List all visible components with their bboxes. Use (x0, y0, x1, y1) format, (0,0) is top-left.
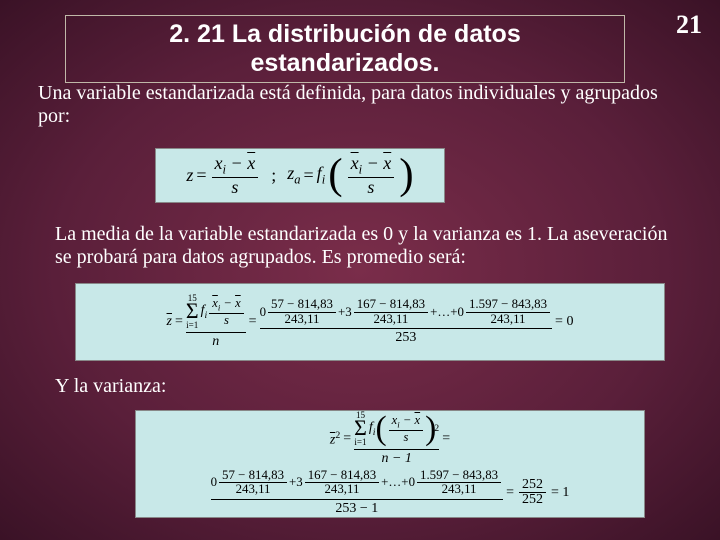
var-za: za (287, 163, 300, 188)
equals: = (196, 165, 206, 186)
equals: = (343, 431, 351, 447)
big-frac-var: 15 Σ i=1 fi ( xi − x s )2 n − 1 (354, 411, 439, 467)
equals-2: = (442, 431, 450, 447)
frac-z: xi − x s (212, 154, 259, 197)
semicolon: ; (271, 165, 276, 186)
paragraph-2: La media de la variable estandarizada es… (55, 223, 685, 269)
result-one: = 1 (551, 485, 569, 501)
zbar: z (167, 314, 172, 330)
result-frac: 252 252 (519, 478, 546, 508)
equals: = (175, 314, 183, 330)
title-box: 2. 21 La distribución de datos estandari… (65, 15, 625, 83)
frac-za: xi − x s (348, 154, 395, 197)
sigma-icon: 15 Σ i=1 (354, 411, 367, 447)
equals-2: = (249, 314, 257, 330)
paragraph-3: Y la varianza: (55, 375, 675, 398)
fi: fi (317, 163, 326, 188)
zbar-sq: z2 (330, 430, 340, 449)
paragraph-1: Una variable estandarizada está definida… (38, 82, 678, 128)
formula-definition: z = xi − x s ; za = fi ( xi − x s ) (155, 148, 445, 203)
big-frac-expanded: 0 57 − 814,83243,11 +3 167 − 814,83243,1… (211, 469, 503, 517)
formula-mean: z = 15 Σ i=1 fi xi − x s n = 0 57 (75, 283, 665, 361)
formula-variance: z2 = 15 Σ i=1 fi ( xi − x s )2 (135, 410, 645, 518)
result-zero: = 0 (555, 314, 573, 330)
equals-3: = (506, 485, 514, 501)
sigma-icon: 15 Σ i=1 (186, 294, 199, 330)
title-text: 2. 21 La distribución de datos estandari… (169, 20, 520, 77)
big-frac-left: 15 Σ i=1 fi xi − x s n (186, 294, 246, 350)
equals-2: = (304, 165, 314, 186)
big-frac-right: 0 57 − 814,83243,11 +3 167 − 814,83243,1… (260, 298, 552, 346)
var-z: z (186, 165, 193, 186)
page-number: 21 (676, 10, 702, 40)
